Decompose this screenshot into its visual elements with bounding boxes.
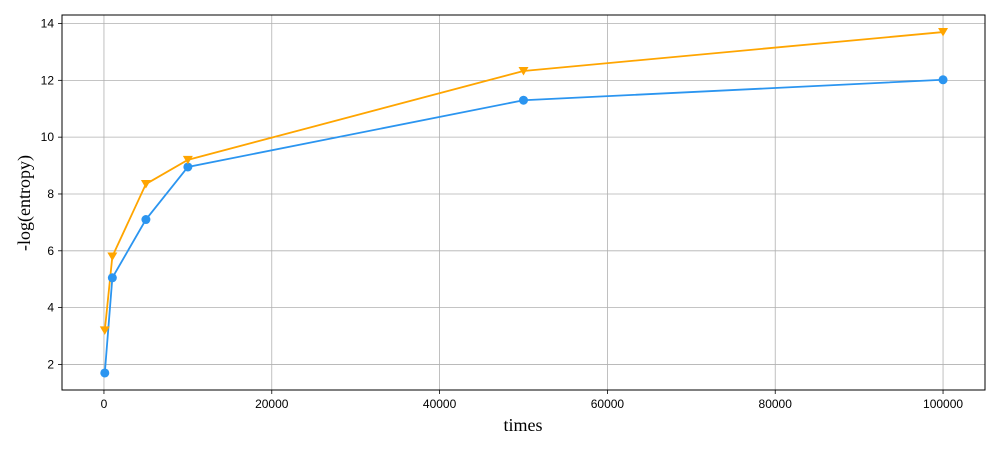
y-tick-label: 10 [41,130,55,144]
data-point-circle [519,95,528,105]
series-lines [103,31,944,374]
data-point-circle [183,162,193,172]
y-tick-label: 4 [47,301,54,315]
data-point-triangle [938,28,949,37]
y-axis-ticks: 2 4 6 8 10 12 14 [41,17,62,371]
x-tick-label: 20000 [255,397,289,411]
data-point-circle [107,273,117,283]
x-tick-label: 80000 [759,397,793,411]
y-tick-label: 14 [41,17,55,31]
x-tick-label: 40000 [423,397,457,411]
x-tick-label: 60000 [591,397,625,411]
y-tick-label: 6 [47,244,54,258]
data-point-circle [141,215,151,225]
data-point-circle [100,368,110,378]
data-point-triangle [140,180,151,189]
y-tick-label: 8 [47,187,54,201]
x-tick-label: 100000 [923,397,963,411]
data-point-triangle [99,326,110,335]
data-point-triangle [107,252,118,261]
y-tick-label: 2 [47,357,54,371]
data-point-triangle [182,155,193,165]
series-markers [99,28,949,378]
data-point-triangle [518,66,529,76]
x-tick-label: 0 [101,397,108,411]
x-axis-ticks: 0 20000 40000 60000 80000 100000 [101,390,963,411]
plot-frame [61,14,986,391]
series-line-2 [103,31,944,331]
data-point-circle [938,75,948,85]
series-line-1 [103,78,944,374]
y-axis-label: -log(entropy) [14,155,35,251]
x-axis-label: times [504,415,543,435]
y-tick-label: 12 [41,73,55,87]
